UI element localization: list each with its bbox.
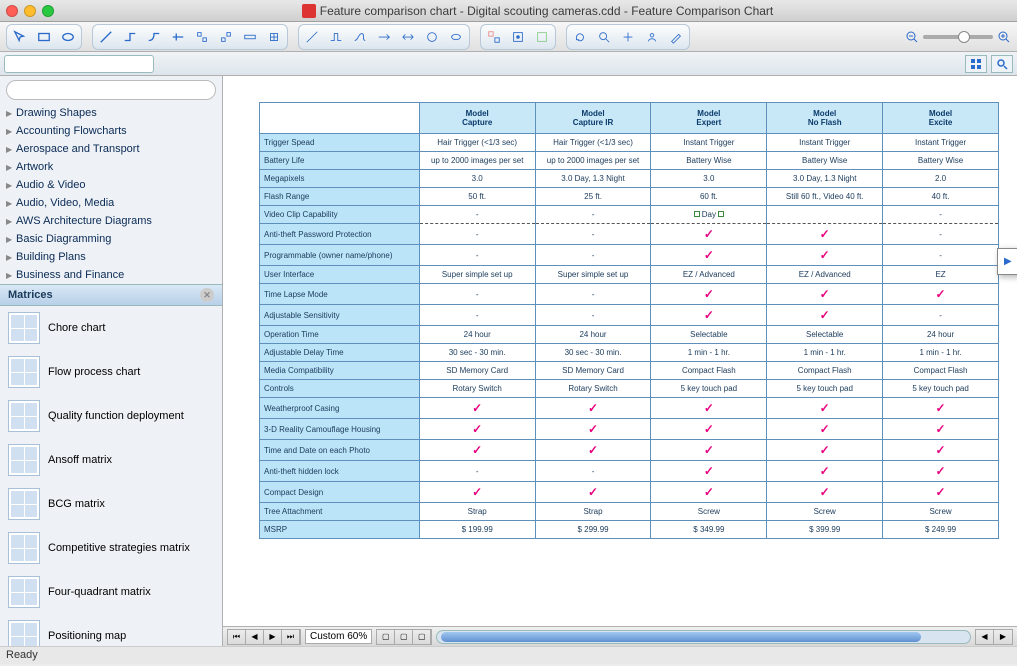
line-1[interactable]	[301, 27, 323, 47]
matrix-item[interactable]: Ansoff matrix	[0, 438, 222, 482]
category-item[interactable]: ▶AWS Architecture Diagrams	[0, 212, 222, 230]
matrix-item[interactable]: Quality function deployment	[0, 394, 222, 438]
category-list: ▶Drawing Shapes▶Accounting Flowcharts▶Ae…	[0, 104, 222, 284]
category-item[interactable]: ▶Aerospace and Transport	[0, 140, 222, 158]
zoom-button[interactable]	[42, 5, 54, 17]
zoom-out-icon[interactable]	[905, 30, 919, 44]
conn-3[interactable]	[143, 27, 165, 47]
shape-tools-group	[6, 24, 82, 50]
edit-tool[interactable]	[665, 27, 687, 47]
feature-comparison-table[interactable]: ModelCaptureModelCapture IRModelExpertMo…	[259, 102, 999, 539]
titlebar: Feature comparison chart - Digital scout…	[0, 0, 1017, 22]
window-controls	[6, 5, 54, 17]
layer-nav[interactable]: ▢▢▢	[376, 629, 432, 645]
zoom-tool[interactable]	[593, 27, 615, 47]
category-item[interactable]: ▶Audio & Video	[0, 176, 222, 194]
document-icon	[302, 4, 316, 18]
library-search-button[interactable]	[991, 55, 1013, 73]
align-2[interactable]	[507, 27, 529, 47]
line-6[interactable]	[421, 27, 443, 47]
view-list-button[interactable]	[965, 55, 987, 73]
sidebar-search[interactable]	[6, 80, 216, 100]
conn-8[interactable]	[263, 27, 285, 47]
conn-4[interactable]	[167, 27, 189, 47]
page-nav[interactable]: ⏮◀▶⏭	[227, 629, 301, 645]
category-item[interactable]: ▶Drawing Shapes	[0, 104, 222, 122]
line-3[interactable]	[349, 27, 371, 47]
window-title: Feature comparison chart - Digital scout…	[320, 4, 774, 18]
conn-7[interactable]	[239, 27, 261, 47]
refresh-tool[interactable]	[569, 27, 591, 47]
align-1[interactable]	[483, 27, 505, 47]
zoom-slider[interactable]	[905, 30, 1011, 44]
canvas[interactable]: ModelCaptureModelCapture IRModelExpertMo…	[223, 76, 1017, 646]
library-dropdown[interactable]	[4, 55, 154, 73]
sidebar: ▶Drawing Shapes▶Accounting Flowcharts▶Ae…	[0, 76, 223, 646]
caret-icon: ▶	[1004, 256, 1012, 267]
popup-menu[interactable]: ▶ ✓ Check	[997, 248, 1017, 275]
line-4[interactable]	[373, 27, 395, 47]
align-3[interactable]	[531, 27, 553, 47]
h-scrollbar[interactable]	[436, 630, 971, 644]
line-2[interactable]	[325, 27, 347, 47]
statusbar: Ready	[0, 646, 1017, 664]
line-7[interactable]	[445, 27, 467, 47]
matrix-item[interactable]: Chore chart	[0, 306, 222, 350]
category-item[interactable]: ▶Accounting Flowcharts	[0, 122, 222, 140]
matrices-header[interactable]: Matrices ✕	[0, 284, 222, 306]
pan-tool[interactable]	[617, 27, 639, 47]
conn-2[interactable]	[119, 27, 141, 47]
conn-6[interactable]	[215, 27, 237, 47]
align-tools-group	[480, 24, 556, 50]
conn-1[interactable]	[95, 27, 117, 47]
matrix-list: Chore chartFlow process chartQuality fun…	[0, 306, 222, 646]
matrix-item[interactable]: BCG matrix	[0, 482, 222, 526]
scroll-arrows[interactable]: ◀▶	[975, 629, 1013, 645]
matrix-item[interactable]: Positioning map	[0, 614, 222, 646]
canvas-footer: ⏮◀▶⏭ Custom 60% ▢▢▢ ◀▶	[223, 626, 1017, 646]
line-5[interactable]	[397, 27, 419, 47]
user-tool[interactable]	[641, 27, 663, 47]
line-tools-group	[298, 24, 470, 50]
category-item[interactable]: ▶Audio, Video, Media	[0, 194, 222, 212]
minimize-button[interactable]	[24, 5, 36, 17]
library-bar	[0, 52, 1017, 76]
matrix-item[interactable]: Four-quadrant matrix	[0, 570, 222, 614]
category-item[interactable]: ▶Business and Finance	[0, 266, 222, 284]
pointer-tool[interactable]	[9, 27, 31, 47]
category-item[interactable]: ▶Artwork	[0, 158, 222, 176]
category-item[interactable]: ▶Building Plans	[0, 248, 222, 266]
category-item[interactable]: ▶Basic Diagramming	[0, 230, 222, 248]
zoom-in-icon[interactable]	[997, 30, 1011, 44]
main-toolbar	[0, 22, 1017, 52]
close-button[interactable]	[6, 5, 18, 17]
rect-tool[interactable]	[33, 27, 55, 47]
view-tools-group	[566, 24, 690, 50]
matrix-item[interactable]: Competitive strategies matrix	[0, 526, 222, 570]
conn-5[interactable]	[191, 27, 213, 47]
ellipse-tool[interactable]	[57, 27, 79, 47]
matrix-item[interactable]: Flow process chart	[0, 350, 222, 394]
connector-tools-group	[92, 24, 288, 50]
close-icon[interactable]: ✕	[200, 288, 214, 302]
zoom-label[interactable]: Custom 60%	[305, 629, 372, 644]
